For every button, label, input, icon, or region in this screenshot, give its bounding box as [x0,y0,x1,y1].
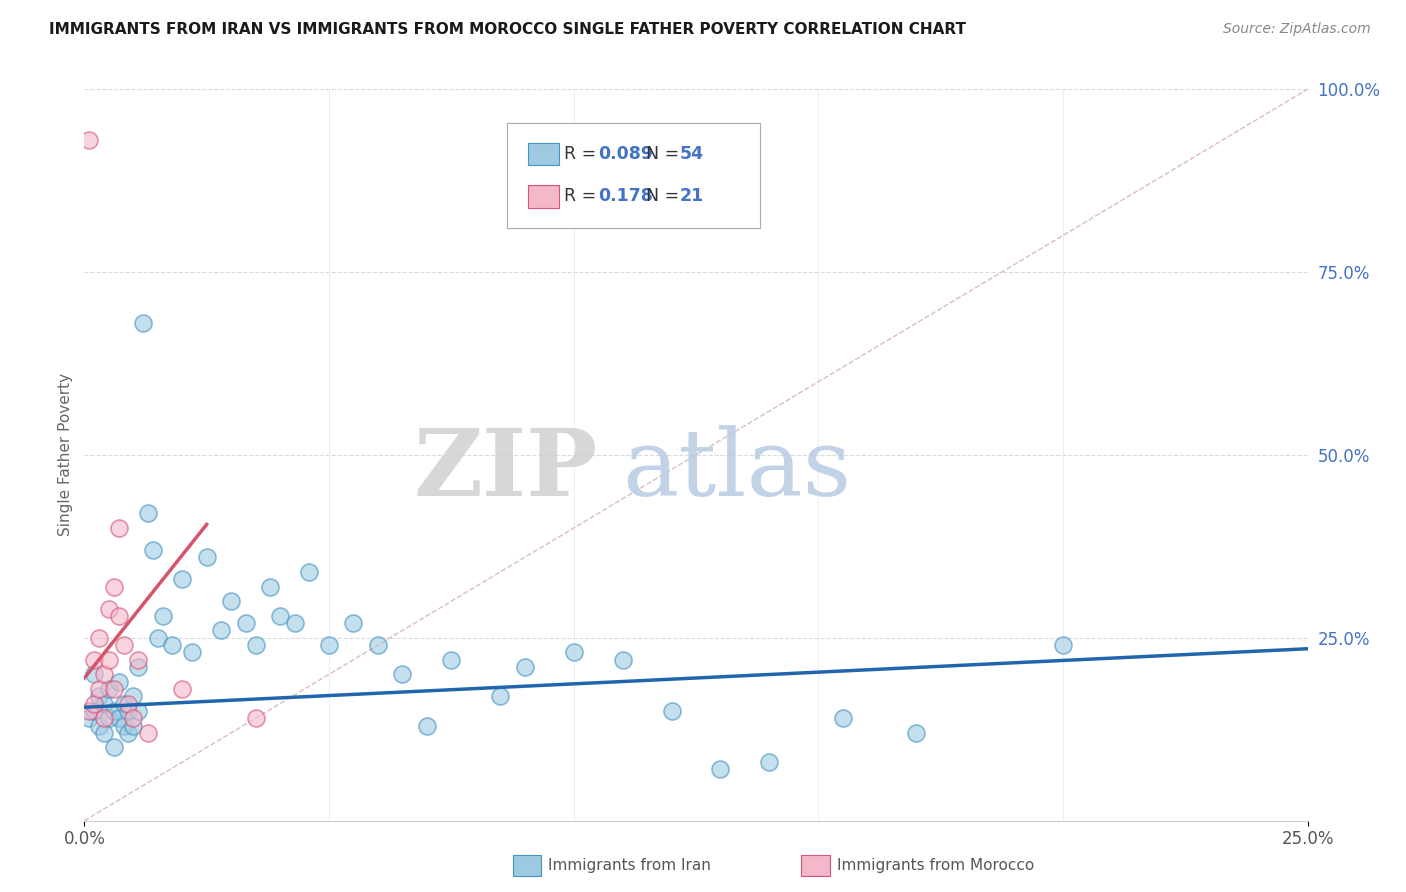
Point [127,653,149,667]
Point [97,601,120,615]
Point [122,711,145,725]
Point [83,667,105,681]
Point [87,718,110,732]
Text: R =: R = [564,145,602,162]
Point [245,711,267,725]
Point [259,580,281,594]
Point [112,697,135,711]
Point [87,631,110,645]
Point [93,711,115,725]
Point [562,645,585,659]
Point [77,133,100,147]
Text: N =: N = [645,187,685,205]
Point [83,704,105,718]
Point [136,507,159,521]
Point [127,704,149,718]
Point [905,726,928,740]
Point [97,653,120,667]
Point [146,631,169,645]
Text: IMMIGRANTS FROM IRAN VS IMMIGRANTS FROM MOROCCO SINGLE FATHER POVERTY CORRELATIO: IMMIGRANTS FROM IRAN VS IMMIGRANTS FROM … [49,22,966,37]
Point [245,638,267,652]
Point [87,690,110,704]
Point [162,638,184,652]
Point [513,660,536,674]
Point [77,711,100,725]
Point [172,572,194,586]
Point [195,550,218,565]
Point [219,594,242,608]
Point [93,726,115,740]
Point [107,674,129,689]
Text: Source: ZipAtlas.com: Source: ZipAtlas.com [1223,22,1371,37]
Point [103,580,125,594]
Point [612,653,634,667]
Point [142,543,165,558]
Point [661,704,683,718]
Point [107,711,129,725]
Text: N =: N = [645,145,685,162]
Point [416,718,439,732]
Point [342,616,364,631]
Point [127,660,149,674]
Point [172,681,194,696]
Point [1052,638,1074,652]
Point [181,645,204,659]
Point [152,608,174,623]
Point [93,697,115,711]
Point [318,638,340,652]
Point [136,726,159,740]
Point [83,653,105,667]
Point [97,711,120,725]
Text: Immigrants from Morocco: Immigrants from Morocco [837,858,1033,872]
Point [709,763,731,777]
Point [758,755,780,769]
Point [97,681,120,696]
Text: Immigrants from Iran: Immigrants from Iran [548,858,711,872]
Point [440,653,463,667]
Point [77,704,100,718]
Text: 54: 54 [679,145,703,162]
Point [112,718,135,732]
Point [298,565,321,579]
Point [103,704,125,718]
Text: R =: R = [564,187,602,205]
Point [391,667,413,681]
Point [235,616,257,631]
Point [103,681,125,696]
Point [269,608,291,623]
Text: ZIP: ZIP [413,425,598,515]
Point [112,638,135,652]
Y-axis label: Single Father Poverty: Single Father Poverty [58,374,73,536]
Point [117,726,139,740]
Point [117,704,139,718]
Point [367,638,389,652]
Text: atlas: atlas [623,425,852,515]
Point [122,690,145,704]
Point [122,718,145,732]
Text: 0.178: 0.178 [598,187,652,205]
Point [93,667,115,681]
Point [87,681,110,696]
Point [103,740,125,755]
Text: 21: 21 [679,187,703,205]
Point [209,624,232,638]
Point [83,697,105,711]
Point [489,690,512,704]
Point [831,711,853,725]
Point [107,608,129,623]
Point [284,616,307,631]
Text: 0.089: 0.089 [598,145,652,162]
Point [132,316,155,330]
Point [107,521,129,535]
Point [117,697,139,711]
